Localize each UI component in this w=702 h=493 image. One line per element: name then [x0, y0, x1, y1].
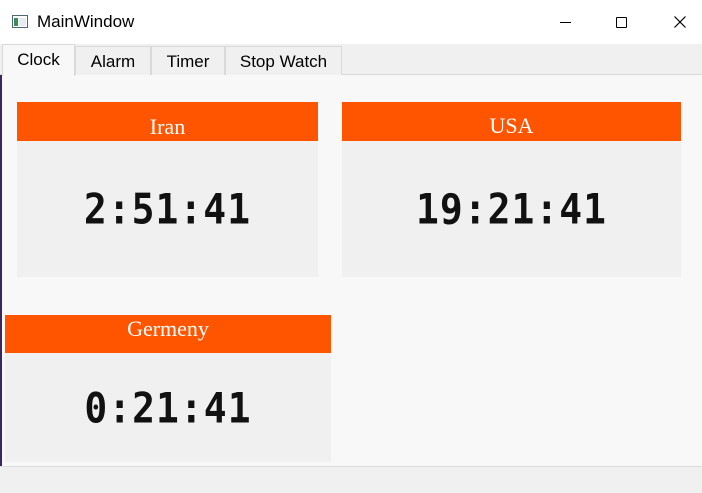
- clock-display-usa: 19:21:41: [342, 141, 681, 277]
- close-icon: [674, 16, 686, 28]
- desktop-edge: [0, 0, 2, 493]
- clock-time-iran: 2:51:41: [83, 184, 252, 234]
- title-bar[interactable]: MainWindow: [0, 0, 702, 44]
- tab-stop-watch[interactable]: Stop Watch: [225, 46, 342, 75]
- tab-timer[interactable]: Timer: [151, 46, 225, 75]
- tab-bar: Clock Alarm Timer Stop Watch: [0, 44, 702, 76]
- status-bar: [0, 466, 702, 493]
- clock-time-usa: 19:21:41: [415, 184, 608, 234]
- clock-city-label-iran: Iran: [17, 102, 318, 141]
- app-window-icon: [12, 15, 28, 28]
- clock-panel-usa: USA 19:21:41: [342, 102, 681, 277]
- clock-panel-germany: Germeny 0:21:41: [5, 315, 331, 462]
- tab-clock[interactable]: Clock: [2, 44, 75, 76]
- minimize-button[interactable]: [538, 0, 594, 44]
- clock-display-iran: 2:51:41: [17, 141, 318, 277]
- maximize-button[interactable]: [594, 0, 650, 44]
- clock-city-label-germany: Germeny: [5, 315, 331, 353]
- clock-time-germany: 0:21:41: [84, 383, 252, 432]
- close-button[interactable]: [650, 0, 702, 44]
- window-title: MainWindow: [37, 12, 135, 31]
- clock-panel-iran: Iran 2:51:41: [17, 102, 318, 277]
- tab-alarm[interactable]: Alarm: [75, 46, 151, 75]
- clock-city-label-usa: USA: [342, 102, 681, 141]
- clock-display-germany: 0:21:41: [5, 353, 331, 462]
